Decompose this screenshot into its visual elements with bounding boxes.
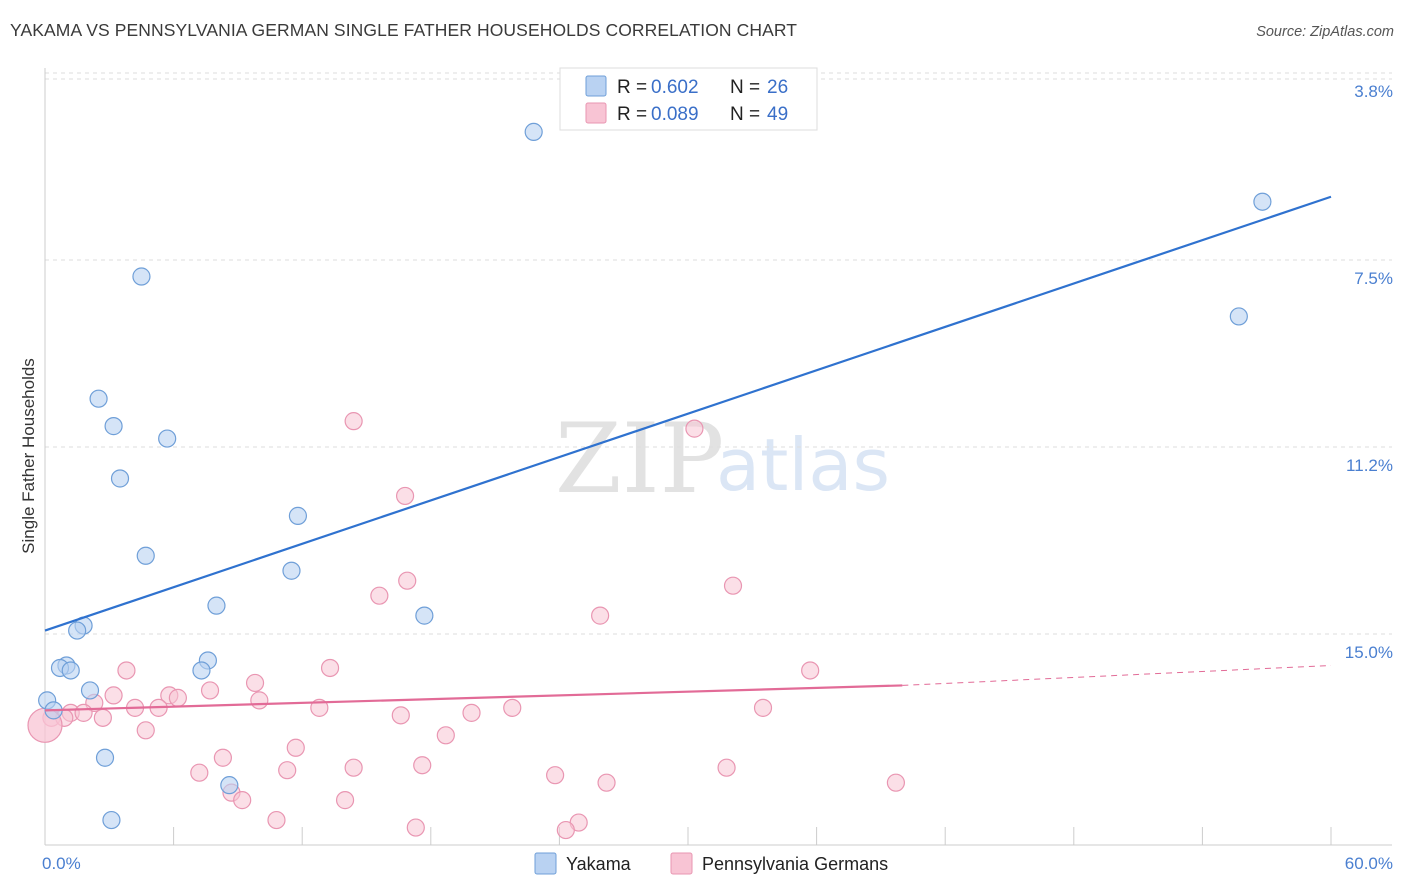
legend-n-value-yakama: 26 — [767, 77, 788, 98]
penn-point — [723, 576, 743, 595]
penn-point — [278, 761, 297, 780]
yakama-point — [132, 267, 151, 286]
y-axis-label: Single Father Households — [19, 358, 38, 554]
penn-point — [200, 681, 220, 700]
legend-r-label-yakama: R = — [617, 77, 647, 98]
penn-point — [801, 661, 820, 680]
penn-point — [190, 763, 209, 782]
penn-point — [250, 691, 269, 710]
penn-point — [267, 810, 286, 830]
penn-point — [395, 486, 415, 506]
penn-point — [93, 708, 112, 727]
yakama-point — [80, 681, 100, 700]
yakama-point — [110, 469, 130, 488]
penn-point — [413, 756, 432, 775]
penn-point — [503, 698, 522, 717]
penn-point — [233, 791, 252, 810]
penn-point — [136, 721, 155, 740]
penn-point — [597, 773, 616, 792]
penn-point — [344, 758, 363, 777]
penn-point — [886, 773, 906, 792]
chart-title: YAKAMA VS PENNSYLVANIA GERMAN SINGLE FAT… — [10, 20, 798, 40]
yakama-point — [220, 776, 239, 795]
source-credit: Source: ZipAtlas.com — [1256, 24, 1394, 40]
bottom-legend-swatch-penn — [670, 852, 693, 875]
yakama-point — [524, 122, 543, 142]
penn-point — [391, 706, 410, 725]
bottom-legend-label-yakama: Yakama — [566, 854, 632, 874]
grid-lines — [45, 72, 1392, 635]
penn-point — [213, 748, 232, 767]
y-tick-label-1: 7.5% — [1354, 269, 1393, 288]
legend-r-value-penn: 0.089 — [651, 104, 699, 125]
yakama-point — [415, 606, 434, 625]
bottom-legend-label-penn: Pennsylvania Germans — [702, 854, 888, 874]
yakama-point — [158, 429, 177, 448]
penn-point — [104, 686, 123, 705]
series-penn-points — [27, 412, 906, 840]
yakama-point — [207, 596, 226, 615]
legend-r-label-penn: R = — [617, 104, 647, 125]
yakama-point — [61, 661, 80, 680]
penn-point — [245, 673, 265, 693]
trend-lines — [44, 195, 1332, 712]
legend-swatch-penn — [585, 102, 607, 124]
penn-point — [335, 791, 355, 810]
penn-point — [117, 661, 136, 680]
yakama-point — [95, 748, 115, 767]
watermark-atlas: atlas — [716, 423, 890, 507]
yakama-point — [1229, 307, 1248, 326]
y-tick-label-3: 15.0% — [1345, 643, 1393, 662]
penn-point — [344, 412, 363, 431]
legend-n-label-penn: N = — [730, 104, 760, 125]
yakama-point — [288, 506, 308, 525]
watermark-zip: ZIP — [555, 403, 724, 515]
penn-point — [717, 758, 736, 777]
penn-point — [310, 698, 329, 717]
y-tick-label-0: 3.8% — [1354, 82, 1393, 101]
yakama-point — [104, 417, 123, 436]
x-tick-label-min: 0.0% — [42, 854, 81, 873]
penn-point — [462, 703, 481, 722]
stats-legend: R = 0.602 N = 26 R = 0.089 N = 49 — [559, 67, 818, 131]
penn-point — [320, 658, 340, 678]
yakama-point — [1253, 192, 1272, 211]
legend-n-label-yakama: N = — [730, 77, 760, 98]
yakama-point — [282, 561, 301, 580]
tick-labels: 3.8% 7.5% 11.2% 15.0% 0.0% 60.0% — [42, 82, 1393, 873]
penn-point — [753, 698, 773, 717]
x-tick-label-max: 60.0% — [1345, 854, 1393, 873]
penn-point — [168, 688, 187, 707]
penn-point — [370, 586, 389, 605]
penn-point — [436, 726, 455, 745]
penn-trend-line — [44, 684, 903, 712]
penn-point — [556, 820, 575, 840]
yakama-point — [136, 546, 155, 565]
yakama-point — [102, 810, 121, 830]
legend-n-value-penn: 49 — [767, 104, 788, 125]
penn-point — [74, 703, 93, 722]
penn-point — [406, 818, 425, 837]
bottom-legend-swatch-yakama — [534, 852, 557, 875]
penn-point — [286, 738, 305, 757]
penn-trend-line-dashed — [902, 664, 1332, 686]
legend-r-value-yakama: 0.602 — [651, 77, 699, 98]
penn-point — [685, 419, 704, 438]
series-legend: Yakama Pennsylvania Germans — [534, 852, 888, 875]
yakama-point — [89, 389, 108, 408]
y-tick-label-2: 11.2% — [1346, 456, 1393, 475]
yakama-point — [68, 621, 87, 640]
legend-swatch-yakama — [585, 75, 607, 97]
penn-point — [591, 606, 610, 625]
series-yakama-points — [38, 122, 1272, 830]
yakama-point — [192, 661, 211, 680]
yakama-trend-line — [44, 195, 1332, 632]
penn-point — [546, 766, 565, 785]
penn-point — [398, 571, 417, 590]
